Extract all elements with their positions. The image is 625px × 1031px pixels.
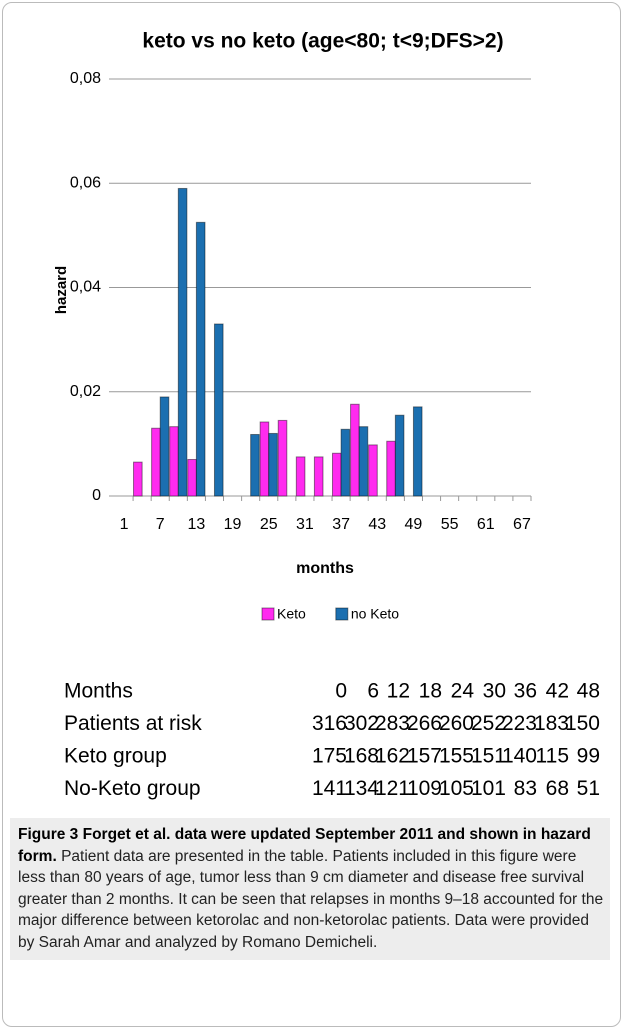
bar: [412, 406, 423, 497]
bar: [159, 396, 170, 497]
table-cell: 12: [387, 680, 410, 703]
y-tick-label: 0,06: [70, 174, 101, 191]
bar: [331, 452, 342, 497]
table-cell: 151: [471, 745, 506, 768]
x-tick-label: 31: [296, 516, 314, 533]
table-cell: 141: [312, 777, 347, 800]
y-tick-label: 0,08: [70, 70, 101, 87]
row-label: Patients at risk: [64, 712, 202, 735]
bar: [358, 426, 369, 497]
table-cell: 36: [514, 680, 537, 703]
y-tick-label: 0,04: [70, 279, 101, 296]
caption-title: Figure 3 Forget et al. data were updated…: [18, 826, 591, 865]
table-cell: 115: [536, 745, 569, 768]
table-cell: 175: [312, 745, 347, 768]
legend-label: Keto: [277, 606, 306, 622]
bar: [195, 221, 206, 497]
x-tick-label: 13: [187, 516, 205, 533]
table-cell: 157: [407, 745, 442, 768]
bar: [169, 426, 179, 497]
table-cell: 266: [407, 712, 442, 735]
x-tick-label: 49: [405, 516, 423, 533]
table-cell: 105: [439, 777, 474, 800]
x-tick-label: 25: [260, 516, 278, 533]
bar: [277, 419, 288, 497]
y-axis-label: hazard: [53, 266, 70, 314]
table-cell: 260: [439, 712, 474, 735]
row-label: No-Keto group: [64, 777, 201, 800]
bar: [313, 456, 324, 497]
table-cell: 223: [502, 712, 537, 735]
x-tick-label: 7: [156, 516, 165, 533]
bar: [213, 323, 224, 497]
x-tick-label: 43: [368, 516, 386, 533]
legend-swatch: [261, 607, 275, 621]
table-cell: 83: [514, 777, 537, 800]
bar: [177, 187, 188, 497]
x-tick-label: 37: [332, 516, 350, 533]
y-tick-label: 0: [92, 487, 101, 504]
table-cell: 121: [375, 777, 410, 800]
bar: [268, 432, 278, 497]
table-cell: 30: [483, 680, 506, 703]
bar: [250, 433, 260, 497]
x-tick-label: 61: [477, 516, 495, 533]
bar: [151, 427, 161, 497]
table-cell: 150: [565, 712, 600, 735]
bar: [368, 444, 378, 497]
bar: [259, 421, 270, 497]
x-tick-label: 55: [441, 516, 459, 533]
caption-text: Patient data are presented in the table.…: [18, 847, 604, 951]
x-tick-label: 1: [120, 516, 129, 533]
table-cell: 316: [312, 712, 347, 735]
row-label: Months: [64, 680, 133, 703]
table-cell: 68: [546, 777, 569, 800]
table-cell: 183: [534, 712, 569, 735]
x-axis-label: months: [296, 560, 354, 577]
table-cell: 140: [502, 745, 537, 768]
table-cell: 162: [375, 745, 410, 768]
figure: keto vs no keto (age<80; t<9;DFS>2) haza…: [53, 30, 600, 801]
bar: [295, 456, 306, 497]
bar: [350, 403, 360, 497]
legend-label: no Keto: [351, 606, 399, 622]
x-tick-label: 19: [224, 516, 242, 533]
table-cell: 155: [439, 745, 474, 768]
table-cell: 51: [577, 777, 600, 800]
caption: Figure 3 Forget et al. data were updated…: [10, 818, 610, 960]
table-cell: 101: [471, 777, 506, 800]
table-cell: 134: [344, 777, 379, 800]
chart-title: keto vs no keto (age<80; t<9;DFS>2): [142, 30, 503, 53]
table-cell: 109: [407, 777, 442, 800]
row-label: Keto group: [64, 745, 167, 768]
legend-swatch: [335, 607, 349, 621]
table-cell: 48: [577, 680, 600, 703]
table-cell: 0: [335, 680, 347, 703]
table-cell: 24: [451, 680, 475, 703]
table-cell: 252: [471, 712, 506, 735]
table-cell: 42: [546, 680, 569, 703]
table-cell: 168: [344, 745, 379, 768]
x-tick-label: 67: [513, 516, 531, 533]
y-tick-label: 0,02: [70, 383, 101, 400]
table-cell: 99: [577, 745, 600, 768]
table-cell: 18: [419, 680, 442, 703]
bar: [394, 414, 405, 497]
bar: [133, 461, 143, 497]
bar: [386, 440, 396, 497]
table-cell: 283: [375, 712, 410, 735]
bar: [340, 428, 351, 497]
bar: [187, 459, 197, 497]
table-cell: 6: [367, 680, 379, 703]
table-cell: 302: [344, 712, 379, 735]
